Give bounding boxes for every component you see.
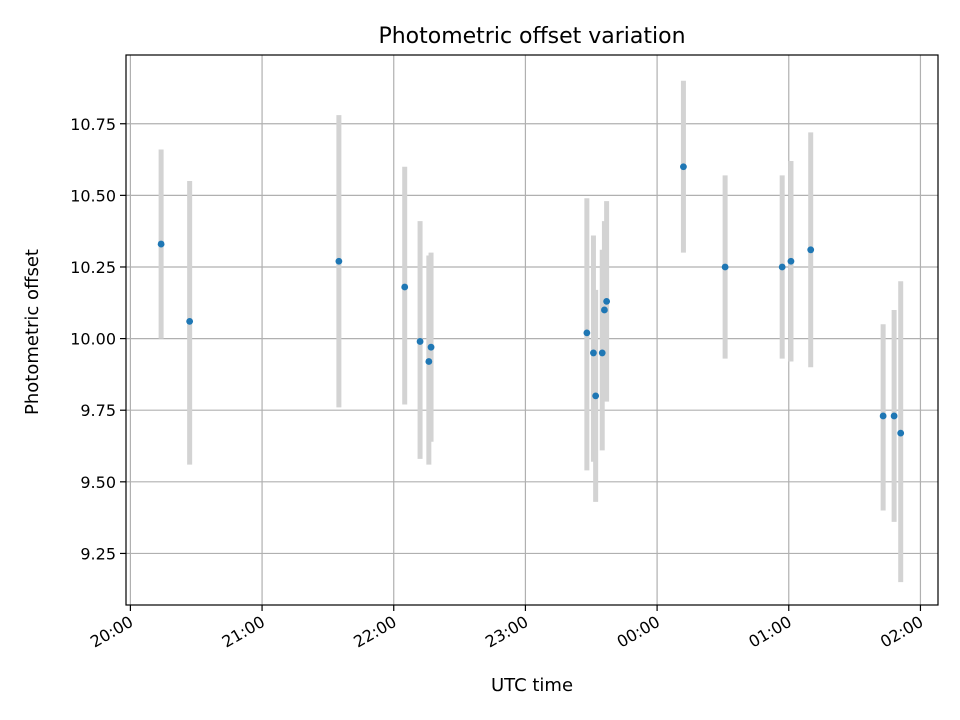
- data-points: [157, 163, 905, 437]
- plot-frame: [125, 54, 939, 606]
- y-tick-label: 9.25: [80, 544, 116, 563]
- chart-title: Photometric offset variation: [378, 24, 685, 49]
- y-tick-label: 9.75: [80, 401, 116, 420]
- data-point: [897, 429, 905, 437]
- data-point: [425, 358, 433, 365]
- data-point: [721, 263, 729, 271]
- data-point: [583, 329, 591, 337]
- y-tick-label: 10.75: [70, 115, 116, 134]
- y-tick-label: 10.50: [70, 186, 116, 205]
- y-tick-label: 9.50: [80, 473, 116, 492]
- x-tick-label: 21:00: [219, 612, 268, 652]
- y-axis-title: Photometric offset: [22, 249, 43, 415]
- data-point: [416, 338, 424, 345]
- x-axis-title: UTC time: [491, 675, 573, 696]
- grid: [126, 55, 938, 605]
- x-tick-label: 22:00: [350, 612, 399, 652]
- data-point: [401, 283, 409, 291]
- data-point: [807, 246, 815, 254]
- data-point: [680, 163, 687, 171]
- x-tick-label: 02:00: [877, 612, 926, 652]
- x-tick-label: 23:00: [482, 612, 531, 652]
- x-tick-label: 00:00: [614, 612, 663, 652]
- data-point: [157, 240, 165, 248]
- data-point: [427, 343, 435, 351]
- x-tick-label: 01:00: [745, 612, 794, 652]
- data-point: [603, 297, 611, 305]
- x-axis-ticks: 20:00 21:00 22:00 23:00 00:00 01:00 02:00: [87, 605, 926, 652]
- data-point: [778, 263, 786, 271]
- data-point: [186, 318, 194, 325]
- data-point: [590, 349, 597, 357]
- y-axis-ticks: 9.25 9.50 9.75 10.00 10.25 10.50 10.75: [70, 115, 126, 563]
- data-point: [601, 306, 608, 314]
- data-point: [787, 257, 795, 265]
- data-point: [335, 257, 343, 265]
- data-point: [890, 412, 898, 420]
- data-point: [598, 349, 606, 357]
- y-tick-label: 10.25: [70, 258, 116, 277]
- data-point: [592, 392, 600, 400]
- x-tick-label: 20:00: [87, 612, 136, 652]
- data-point: [879, 412, 887, 420]
- y-tick-label: 10.00: [70, 330, 116, 349]
- error-bars: [158, 80, 904, 583]
